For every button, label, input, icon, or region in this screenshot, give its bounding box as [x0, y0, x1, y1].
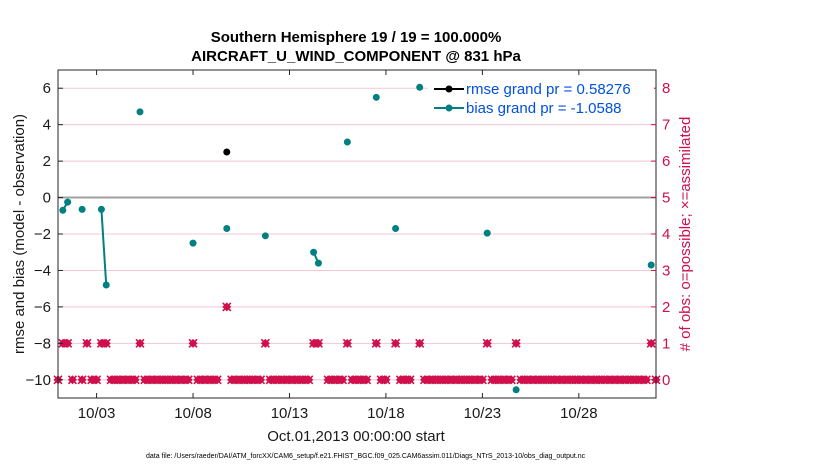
bias-point-5	[136, 108, 144, 116]
obs-assimilated-marker-26	[183, 375, 193, 385]
tick-label-right-3: 3	[662, 262, 670, 279]
obs-assimilated-marker-69	[415, 338, 425, 348]
tick-label-left-5: 0	[43, 190, 51, 207]
tick-label-left-3: −4	[34, 262, 51, 279]
obs-assimilated-marker-27	[188, 338, 198, 348]
obs-assimilated-marker-116	[641, 375, 651, 385]
y-axis-right-label: # of obs: o=possible; ×=assimilated	[677, 117, 694, 352]
data-file-footer: data file: /Users/raeder/DAI/ATM_forcXX/…	[146, 453, 586, 460]
tick-label-x-0: 10/03	[78, 405, 116, 422]
obs-assimilated-marker-41	[260, 338, 270, 348]
obs-assimilated-marker-15	[130, 375, 140, 385]
tick-label-left-8: 6	[43, 80, 51, 97]
bias-point-2	[78, 205, 86, 213]
tick-label-left-2: −6	[34, 299, 51, 316]
tick-label-right-1: 1	[662, 335, 670, 352]
bias-point-0	[59, 206, 67, 214]
obs-assimilated-marker-89	[511, 338, 521, 348]
tick-label-left-1: −8	[34, 335, 51, 352]
bias-point-12	[372, 93, 380, 101]
obs-assimilated-marker-61	[362, 375, 372, 385]
obs-assimilated-marker-62	[371, 338, 381, 348]
tick-label-right-6: 6	[662, 153, 670, 170]
bias-point-10	[314, 259, 322, 267]
obs-assimilated-marker-82	[477, 375, 487, 385]
tick-label-left-6: 2	[43, 153, 51, 170]
bias-point-16	[512, 386, 520, 394]
obs-assimilated-marker-65	[391, 338, 401, 348]
bias-point-8	[261, 232, 269, 240]
bias-point-7	[223, 225, 231, 233]
legend-rmse-text: rmse grand pr = 0.58276	[466, 81, 631, 98]
x-axis-label: Oct.01,2013 00:00:00 start	[267, 428, 445, 445]
right-tick-labels: 0 1 2 3 4 5 6 7 8	[662, 80, 670, 389]
tick-label-x-2: 10/13	[271, 405, 309, 422]
tick-label-right-4: 4	[662, 226, 670, 243]
obs-assimilated-marker-50	[304, 375, 314, 385]
tick-label-right-0: 0	[662, 372, 670, 389]
bias-point-11	[343, 138, 351, 146]
obs-assimilated-marker-9	[101, 338, 111, 348]
x-tick-labels: 10/03 10/08 10/13 10/18 10/23 10/28	[78, 405, 598, 422]
tick-label-x-3: 10/18	[367, 405, 405, 422]
y-axis-label: rmse and bias (model - observation)	[11, 114, 28, 354]
rmse-point-0	[223, 148, 231, 156]
bias-point-17	[647, 261, 655, 269]
bias-point-4	[102, 281, 110, 289]
bias-point-6	[189, 239, 197, 247]
tick-label-x-5: 10/28	[560, 405, 598, 422]
bias-point-14	[416, 83, 424, 91]
bias-point-9	[310, 248, 318, 256]
bias-point-3	[97, 205, 105, 213]
obs-assimilated-marker-4	[77, 375, 87, 385]
tick-label-x-1: 10/08	[174, 405, 212, 422]
tick-label-right-8: 8	[662, 80, 670, 97]
legend-bias-marker	[445, 104, 453, 112]
tick-label-right-2: 2	[662, 299, 670, 316]
obs-series	[53, 302, 661, 385]
obs-assimilated-marker-52	[313, 338, 323, 348]
legend: rmse grand pr = 0.58276 bias grand pr = …	[428, 76, 654, 120]
chart-subtitle: AIRCRAFT_U_WIND_COMPONENT @ 831 hPa	[191, 48, 521, 65]
tick-label-right-7: 7	[662, 117, 670, 134]
obs-assimilated-marker-57	[342, 338, 352, 348]
legend-bias-text: bias grand pr = -1.0588	[466, 100, 622, 117]
obs-assimilated-marker-7	[92, 375, 102, 385]
tick-label-right-5: 5	[662, 190, 670, 207]
tick-label-x-4: 10/23	[464, 405, 502, 422]
rmse-series	[223, 148, 231, 156]
tick-label-left-7: 4	[43, 117, 51, 134]
obs-assimilated-marker-2	[63, 338, 73, 348]
left-tick-labels: −10 −8 −6 −4 −2 0 2 4 6	[26, 80, 51, 389]
bias-series	[59, 83, 655, 394]
obs-assimilated-marker-83	[482, 338, 492, 348]
obs-assimilated-marker-33	[222, 302, 232, 312]
obs-assimilated-marker-3	[67, 375, 78, 385]
obs-assimilated-marker-32	[212, 375, 222, 385]
tick-label-left-0: −10	[26, 372, 51, 389]
obs-assimilated-marker-56	[337, 375, 348, 385]
obs-assimilated-marker-64	[381, 375, 391, 385]
legend-rmse-marker	[445, 85, 453, 93]
obs-assimilated-marker-88	[506, 375, 516, 385]
obs-assimilated-marker-68	[405, 375, 415, 385]
chart-title: Southern Hemisphere 19 / 19 = 100.000%	[211, 29, 502, 46]
bias-point-15	[483, 229, 491, 237]
bias-point-13	[392, 225, 400, 233]
obs-assimilated-marker-16	[135, 338, 145, 348]
bias-line-segment-2	[100, 209, 108, 286]
bias-point-1	[64, 198, 72, 206]
obs-assimilated-marker-40	[255, 375, 266, 385]
tick-label-left-4: −2	[34, 226, 51, 243]
legend-box	[428, 76, 654, 120]
ticks-layer	[58, 70, 656, 398]
obs-assimilated-marker-5	[82, 338, 92, 348]
